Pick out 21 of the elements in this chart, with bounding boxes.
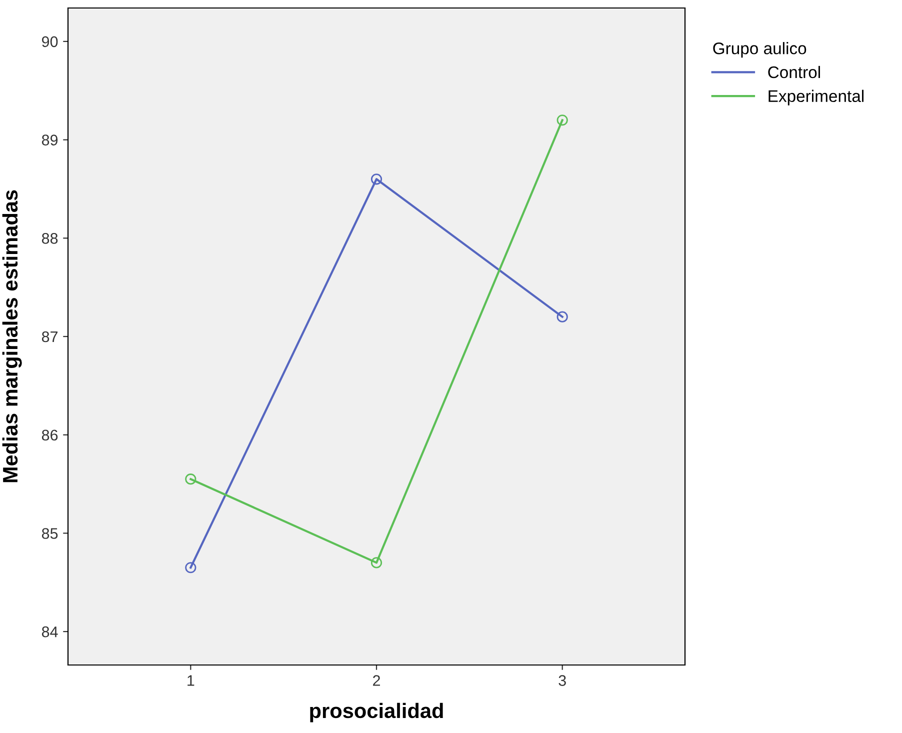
legend-title: Grupo aulico [713,42,806,58]
x-axis-title: prosocialidad [310,702,443,722]
point [370,174,382,185]
y-tick-label: 88 [42,233,58,244]
point [185,562,196,574]
y-tick-label: 86 [42,430,58,441]
y-tick-label: 84 [42,626,58,638]
point [556,311,568,322]
y-axis-title: Medias marginales estimadas [2,190,22,482]
point [185,474,196,485]
legend-label: Control [768,66,820,78]
x-tick-label: 3 [558,675,566,686]
legend-label: Experimental [768,90,864,106]
y-tick-label: 90 [42,36,58,48]
y-tick-label: 87 [42,331,58,342]
y-tick-label: 89 [42,134,58,146]
y-tick-label: 85 [42,528,58,539]
x-tick-label: 1 [188,675,194,686]
point [370,557,382,568]
point [556,114,568,126]
x-tick-label: 2 [373,675,380,686]
